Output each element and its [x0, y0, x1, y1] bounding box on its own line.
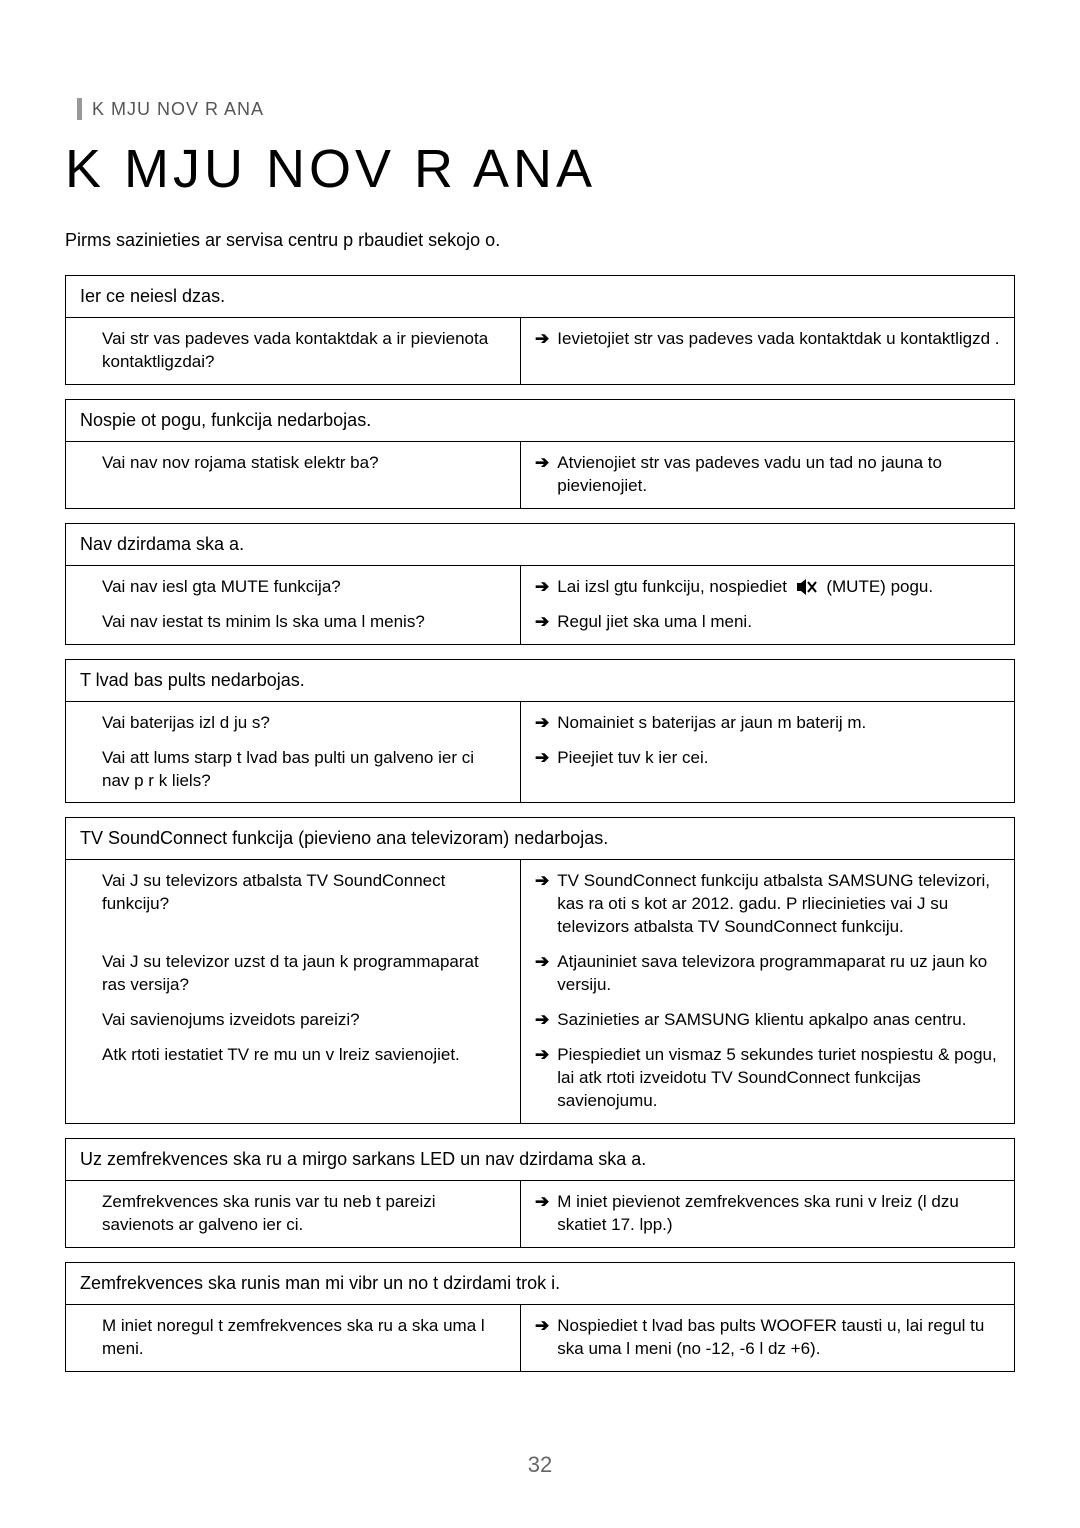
solution-text: Atvienojiet str vas padeves vadu un tad …: [557, 452, 1000, 498]
page-number: 32: [0, 1452, 1080, 1478]
header-section: K MJU NOV R ANA: [77, 98, 1015, 120]
table-row: Vai J su televizors atbalsta TV SoundCon…: [66, 860, 1014, 945]
symptom-cell: Vai att lums starp t lvad bas pulti un g…: [66, 741, 521, 803]
troubleshoot-section: Ier ce neiesl dzas.Vai str vas padeves v…: [65, 275, 1015, 385]
section-header: TV SoundConnect funkcija (pievieno ana t…: [66, 818, 1014, 860]
solution-cell: ➔ Sazinieties ar SAMSUNG klientu apkalpo …: [521, 1003, 1014, 1038]
solution-cell: ➔TV SoundConnect funkciju atbalsta SAMSU…: [521, 860, 1014, 945]
arrow-icon: ➔: [535, 576, 549, 599]
solution-cell: ➔Atvienojiet str vas padeves vadu un tad…: [521, 442, 1014, 508]
symptom-cell: Vai baterijas izl d ju s?: [66, 702, 521, 741]
symptom-cell: Vai J su televizor uzst d ta jaun k prog…: [66, 945, 521, 1003]
table-row: Vai att lums starp t lvad bas pulti un g…: [66, 741, 1014, 803]
troubleshoot-section: Zemfrekvences ska runis man mi vibr un n…: [65, 1262, 1015, 1372]
section-header: Nospie ot pogu, funkcija nedarbojas.: [66, 400, 1014, 442]
symptom-cell: Vai nav nov rojama statisk elektr ba?: [66, 442, 521, 508]
troubleshoot-section: TV SoundConnect funkcija (pievieno ana t…: [65, 817, 1015, 1123]
solution-text: Ievietojiet str vas padeves vada kontakt…: [557, 328, 999, 374]
solution-cell: ➔M iniet pievienot zemfrekvences ska run…: [521, 1181, 1014, 1247]
solution-cell: ➔Piespiediet un vismaz 5 sekundes turiet…: [521, 1038, 1014, 1123]
troubleshoot-section: Nav dzirdama ska a.Vai nav iesl gta MUTE…: [65, 523, 1015, 645]
symptom-cell: Vai nav iesl gta MUTE funkcija?: [66, 566, 521, 605]
solution-text: M iniet pievienot zemfrekvences ska runi…: [557, 1191, 1000, 1237]
solution-text: Piespiediet un vismaz 5 sekundes turiet …: [557, 1044, 1000, 1113]
troubleshoot-section: T lvad bas pults nedarbojas.Vai baterija…: [65, 659, 1015, 804]
arrow-icon: ➔: [535, 452, 549, 498]
solution-text: Lai izsl gtu funkciju, nospiediet (MUTE)…: [557, 576, 933, 599]
solution-cell: ➔Nospiediet t lvad bas pults WOOFER taus…: [521, 1305, 1014, 1371]
solution-cell: ➔ Nomainiet s baterijas ar jaun m baterij…: [521, 702, 1014, 741]
arrow-icon: ➔: [535, 747, 549, 793]
solution-text: Atjauniniet sava televizora programmapar…: [557, 951, 1000, 997]
solution-cell: ➔Atjauniniet sava televizora programmapa…: [521, 945, 1014, 1003]
symptom-cell: Zemfrekvences ska runis var tu neb t par…: [66, 1181, 521, 1247]
symptom-cell: M iniet noregul t zemfrekvences ska ru a…: [66, 1305, 521, 1371]
section-header: T lvad bas pults nedarbojas.: [66, 660, 1014, 702]
section-header: Ier ce neiesl dzas.: [66, 276, 1014, 318]
solution-text: Nospiediet t lvad bas pults WOOFER taust…: [557, 1315, 1000, 1361]
intro-text: Pirms sazinieties ar servisa centru p rb…: [65, 230, 1015, 251]
table-row: Atk rtoti iestatiet TV re mu un v lreiz …: [66, 1038, 1014, 1123]
arrow-icon: ➔: [535, 870, 549, 939]
solution-cell: ➔Ievietojiet str vas padeves vada kontak…: [521, 318, 1014, 384]
solution-cell: ➔Pieejiet tuv k ier cei.: [521, 741, 1014, 803]
solution-text: Regul jiet ska uma l meni.: [557, 611, 752, 634]
arrow-icon: ➔: [535, 1044, 549, 1113]
symptom-cell: Vai savienojums izveidots pareizi?: [66, 1003, 521, 1038]
table-row: Vai nav iesl gta MUTE funkcija? ➔ Lai izsl…: [66, 566, 1014, 605]
page-title: K MJU NOV R ANA: [65, 138, 1015, 200]
table-row: Vai nav nov rojama statisk elektr ba?➔At…: [66, 442, 1014, 508]
arrow-icon: ➔: [535, 328, 549, 374]
solution-text: TV SoundConnect funkciju atbalsta SAMSUN…: [557, 870, 1000, 939]
table-row: Vai str vas padeves vada kontaktdak a ir…: [66, 318, 1014, 384]
arrow-icon: ➔: [535, 1315, 549, 1361]
symptom-cell: Atk rtoti iestatiet TV re mu un v lreiz …: [66, 1038, 521, 1123]
symptom-cell: Vai J su televizors atbalsta TV SoundCon…: [66, 860, 521, 945]
header-marker: [77, 98, 82, 120]
table-row: Zemfrekvences ska runis var tu neb t par…: [66, 1181, 1014, 1247]
header-small-label: K MJU NOV R ANA: [92, 99, 264, 120]
symptom-cell: Vai nav iestat ts minim ls ska uma l men…: [66, 605, 521, 644]
troubleshoot-section: Nospie ot pogu, funkcija nedarbojas.Vai …: [65, 399, 1015, 509]
troubleshoot-section: Uz zemfrekvences ska ru a mirgo sarkans …: [65, 1138, 1015, 1248]
section-header: Nav dzirdama ska a.: [66, 524, 1014, 566]
sections-container: Ier ce neiesl dzas.Vai str vas padeves v…: [65, 275, 1015, 1372]
symptom-cell: Vai str vas padeves vada kontaktdak a ir…: [66, 318, 521, 384]
solution-cell: ➔ Lai izsl gtu funkciju, nospiediet (MUTE…: [521, 566, 1014, 605]
arrow-icon: ➔: [535, 712, 549, 735]
solution-text: Pieejiet tuv k ier cei.: [557, 747, 708, 793]
section-header: Uz zemfrekvences ska ru a mirgo sarkans …: [66, 1139, 1014, 1181]
arrow-icon: ➔: [535, 951, 549, 997]
solution-cell: ➔ Regul jiet ska uma l meni.: [521, 605, 1014, 644]
table-row: Vai baterijas izl d ju s? ➔ Nomainiet s ba…: [66, 702, 1014, 741]
mute-icon: [796, 578, 818, 596]
table-row: Vai savienojums izveidots pareizi? ➔ Sazin…: [66, 1003, 1014, 1038]
section-header: Zemfrekvences ska runis man mi vibr un n…: [66, 1263, 1014, 1305]
arrow-icon: ➔: [535, 1191, 549, 1237]
table-row: Vai nav iestat ts minim ls ska uma l men…: [66, 605, 1014, 644]
arrow-icon: ➔: [535, 611, 549, 634]
solution-text: Sazinieties ar SAMSUNG klientu apkalpo a…: [557, 1009, 966, 1032]
table-row: Vai J su televizor uzst d ta jaun k prog…: [66, 945, 1014, 1003]
solution-text: Nomainiet s baterijas ar jaun m baterij …: [557, 712, 866, 735]
arrow-icon: ➔: [535, 1009, 549, 1032]
table-row: M iniet noregul t zemfrekvences ska ru a…: [66, 1305, 1014, 1371]
